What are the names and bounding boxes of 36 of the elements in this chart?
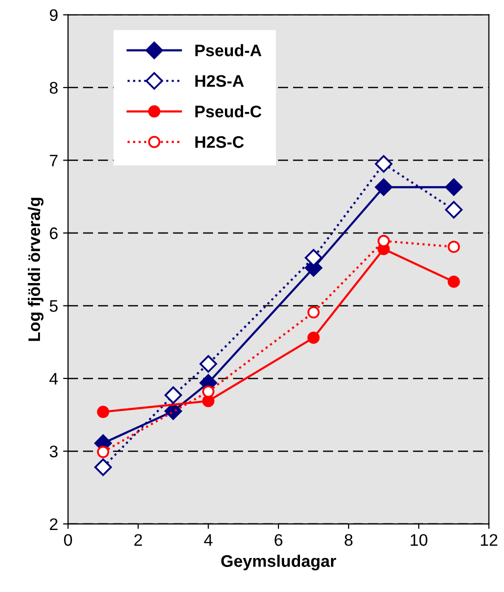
point xyxy=(307,306,320,318)
legend-label: H2S-C xyxy=(195,136,244,148)
legend-label: Pseud-A xyxy=(195,44,262,56)
point xyxy=(202,385,214,398)
point xyxy=(164,386,182,404)
x-tick-label: 12 xyxy=(480,534,498,546)
x-tick-label: 6 xyxy=(274,534,282,546)
point xyxy=(448,240,460,253)
y-tick-label: 9 xyxy=(50,9,58,22)
y-tick-label: 8 xyxy=(50,82,58,94)
y-tick-label: 2 xyxy=(50,518,58,530)
y-tick-label: 6 xyxy=(50,227,58,240)
x-axis-title: Geymsludagar xyxy=(221,554,336,570)
y-axis-title: Log fjöldi örvera/g xyxy=(28,198,44,341)
point xyxy=(96,406,110,418)
x-tick-label: 0 xyxy=(64,534,72,546)
y-tick-label: 3 xyxy=(50,446,58,458)
legend-label: H2S-A xyxy=(195,75,244,87)
point xyxy=(445,200,463,218)
point xyxy=(94,458,112,476)
x-tick-label: 4 xyxy=(204,534,212,546)
x-tick-label: 8 xyxy=(344,534,353,546)
point xyxy=(304,248,322,266)
x-tick-label: 10 xyxy=(410,534,428,546)
point xyxy=(374,155,392,173)
point xyxy=(307,332,320,344)
x-tick-label: 2 xyxy=(134,534,142,546)
y-tick-label: 5 xyxy=(50,300,58,312)
legend-label: Pseud-C xyxy=(195,105,262,118)
point xyxy=(448,276,460,288)
point xyxy=(200,355,218,373)
point xyxy=(445,178,463,196)
point xyxy=(96,446,110,458)
y-tick-label: 4 xyxy=(49,373,58,384)
y-tick-label: 7 xyxy=(50,154,58,166)
point xyxy=(374,178,392,196)
